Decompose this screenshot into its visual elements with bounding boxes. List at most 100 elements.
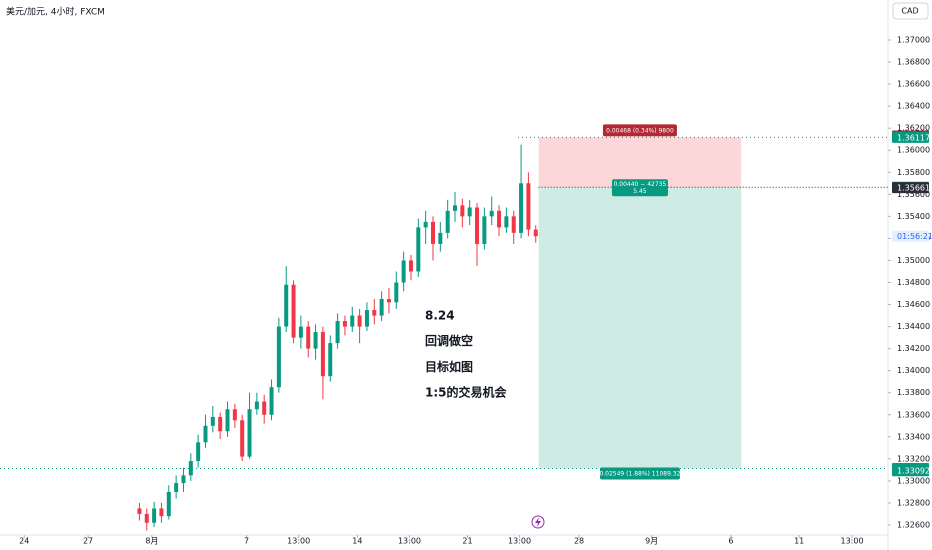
y-tick-label: 1.33200: [897, 454, 930, 463]
y-tick-label: 1.34800: [897, 278, 930, 287]
x-tick-label: 21: [462, 537, 472, 546]
candle-body: [240, 420, 245, 457]
event-bolt: [535, 517, 541, 527]
candle-body: [453, 205, 458, 211]
currency-button[interactable]: [892, 2, 929, 20]
x-tick-label: 7: [244, 537, 249, 546]
x-tick-label: 13:00: [287, 537, 310, 546]
candle-body: [423, 221, 428, 228]
position-label: 0.00440 − 42735: [614, 181, 667, 188]
candle-body: [159, 508, 164, 517]
y-tick-label: 1.35000: [897, 256, 930, 265]
candle-body: [218, 416, 223, 432]
y-tick-label: 1.33000: [897, 476, 930, 485]
currency-label[interactable]: CAD: [901, 7, 918, 16]
candle-body: [306, 326, 311, 349]
candle-body: [489, 210, 494, 217]
symbol-title: 美元/加元, 4小时, FXCM: [6, 6, 105, 18]
candle-body: [313, 332, 318, 349]
y-tick-label: 1.33800: [897, 388, 930, 397]
price-label-box: [892, 465, 929, 477]
countdown-label: 01:56:21: [897, 232, 932, 241]
candle-body: [328, 343, 333, 377]
candle-body: [269, 387, 274, 415]
position-label-box: [611, 179, 668, 197]
candle-body: [203, 425, 208, 443]
target-zone: [538, 187, 742, 469]
candle-body: [188, 461, 193, 476]
y-tick-label: 1.36200: [897, 124, 930, 133]
x-tick-label: 6: [728, 537, 733, 546]
x-tick-label: 14: [352, 537, 362, 546]
candle-body: [372, 310, 377, 316]
candle-body: [247, 409, 252, 457]
x-tick-label: 13:00: [841, 537, 864, 546]
candle-body: [401, 260, 406, 283]
annotation-text: 回调做空: [425, 333, 473, 348]
y-tick-label: 1.36000: [897, 146, 930, 155]
price-label-box: [892, 131, 929, 143]
annotation-text: 目标如图: [425, 359, 473, 374]
candle-body: [533, 229, 538, 237]
y-tick-label: 1.34600: [897, 300, 930, 309]
candle-body: [519, 183, 524, 233]
candle-body: [232, 409, 237, 421]
candle-body: [475, 207, 480, 244]
candle-body: [152, 508, 157, 523]
candle-body: [408, 260, 413, 272]
x-tick-label: 9月: [645, 537, 658, 546]
position-label: 0.02549 (1.88%) 11089.32: [599, 471, 680, 478]
candle-body: [350, 315, 355, 327]
candle-body: [298, 326, 303, 338]
candle-body: [416, 227, 421, 272]
candle-body: [482, 216, 487, 244]
candle-body: [430, 221, 435, 244]
x-tick-label: 27: [83, 537, 93, 546]
annotation-text: 1:5的交易机会: [425, 385, 507, 400]
candle-body: [526, 183, 531, 230]
y-tick-label: 1.34000: [897, 366, 930, 375]
y-tick-label: 1.33600: [897, 410, 930, 419]
price-label: 1.33092: [897, 467, 930, 476]
candle-body: [210, 416, 215, 426]
annotation-text: 8.24: [425, 309, 455, 323]
price-label: 1.35661: [897, 184, 930, 193]
candle-body: [445, 210, 450, 233]
candle-body: [174, 483, 179, 492]
candle-body: [438, 232, 443, 244]
candle-body: [254, 401, 259, 410]
position-label-box: [599, 467, 680, 480]
price-label-box: [892, 182, 929, 194]
y-tick-label: 1.36600: [897, 80, 930, 89]
candle-body: [225, 409, 230, 432]
candle-body: [497, 210, 502, 228]
y-tick-label: 1.37000: [897, 36, 930, 45]
x-tick-label: 8月: [145, 537, 158, 546]
y-tick-label: 1.36800: [897, 58, 930, 67]
candle-body: [291, 284, 296, 338]
x-tick-label: 11: [794, 537, 804, 546]
position-label-box: [602, 124, 677, 137]
countdown-box: [892, 230, 929, 242]
y-tick-label: 1.34400: [897, 322, 930, 331]
y-tick-label: 1.36400: [897, 102, 930, 111]
x-tick-label: 24: [19, 537, 29, 546]
y-tick-label: 1.35800: [897, 168, 930, 177]
candle-body: [196, 442, 201, 462]
candle-body: [262, 401, 267, 415]
candle-body: [335, 321, 340, 344]
position-label: 0.00468 (0.34%) 9800: [606, 127, 674, 134]
y-tick-label: 1.35600: [897, 190, 930, 199]
candle-body: [276, 326, 281, 388]
candle-body: [144, 513, 149, 523]
x-tick-label: 13:00: [508, 537, 531, 546]
candle-body: [379, 299, 384, 316]
candle-body: [364, 310, 369, 327]
y-tick-label: 1.32600: [897, 520, 930, 529]
candle-body: [386, 299, 391, 303]
candle-body: [511, 216, 516, 233]
candle-body: [460, 205, 465, 217]
